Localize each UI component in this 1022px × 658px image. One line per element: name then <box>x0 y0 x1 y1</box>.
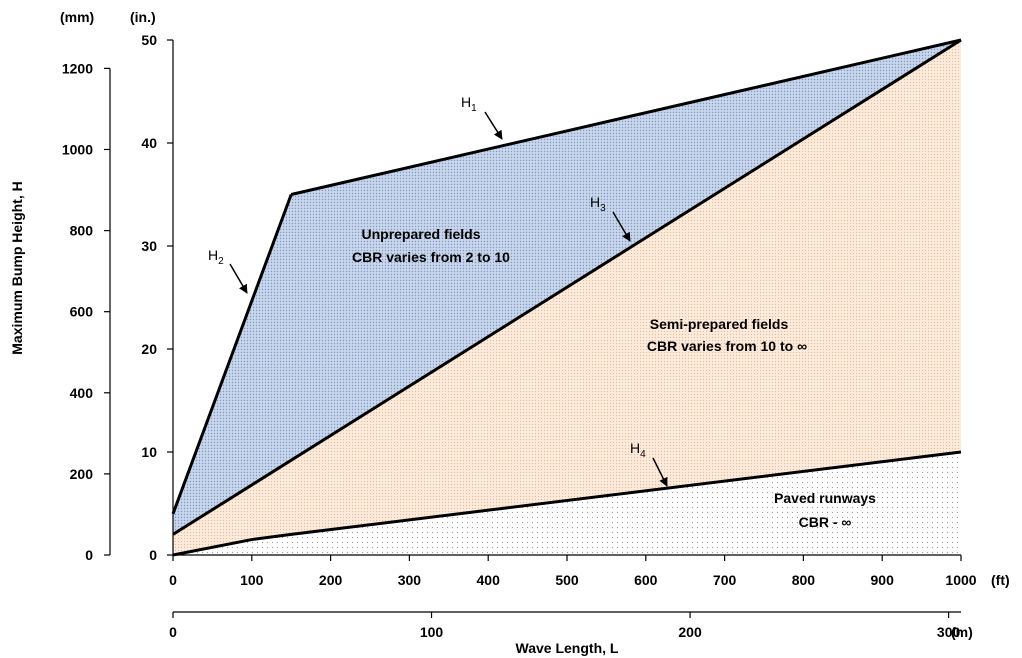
series-label-h3: H3 <box>590 194 606 214</box>
series-label-h4: H4 <box>630 440 646 460</box>
x-tick-label-m: 0 <box>169 624 177 640</box>
x-unit-ft: (ft) <box>991 572 1010 588</box>
x-tick-label-ft: 500 <box>555 572 579 588</box>
x-tick-label-ft: 700 <box>713 572 737 588</box>
x-tick-label-ft: 100 <box>240 572 264 588</box>
x-tick-label-m: 200 <box>678 624 702 640</box>
y-tick-label-in: 50 <box>141 32 157 48</box>
x-tick-label-m: 100 <box>420 624 444 640</box>
y-tick-label-in: 10 <box>141 444 157 460</box>
y-tick-label-mm: 200 <box>70 466 94 482</box>
region-label-unprepared-1: Unprepared fields <box>361 226 480 242</box>
arrow-h4 <box>652 457 668 487</box>
x-tick-label-m: 300 <box>937 624 961 640</box>
series-line-h2 <box>171 193 293 515</box>
y-axis-label: Maximum Bump Height, H <box>9 181 25 354</box>
region-label-paved-2: CBR - ∞ <box>799 514 852 530</box>
region-label-paved-1: Paved runways <box>774 490 876 506</box>
region-label-semi-2: CBR varies from 10 to ∞ <box>647 338 807 354</box>
y-tick-label-mm: 1200 <box>62 60 93 76</box>
y-tick-label-in: 30 <box>141 238 157 254</box>
series-label-h2: H2 <box>208 247 224 267</box>
x-axis-label: Wave Length, L <box>516 640 619 656</box>
y-tick-label-mm: 1000 <box>62 141 93 157</box>
x-tick-label-ft: 200 <box>319 572 343 588</box>
series-line-h4 <box>172 450 962 557</box>
y-tick-label-in: 40 <box>141 135 157 151</box>
x-tick-label-ft: 900 <box>871 572 895 588</box>
y-tick-label-mm: 400 <box>70 385 94 401</box>
x-tick-label-ft: 0 <box>169 572 177 588</box>
x-tick-label-ft: 400 <box>477 572 501 588</box>
arrow-h2 <box>229 263 248 294</box>
arrow-h3 <box>612 211 631 242</box>
x-tick-label-ft: 600 <box>634 572 658 588</box>
y-tick-label-mm: 600 <box>70 304 94 320</box>
x-tick-label-ft: 1000 <box>945 572 976 588</box>
svg-text:H4: H4 <box>630 440 646 460</box>
series-label-h1: H1 <box>461 94 477 114</box>
x-unit-m: (m) <box>951 624 973 640</box>
arrow-h1 <box>484 111 503 140</box>
x-tick-label-ft: 800 <box>792 572 816 588</box>
svg-text:H1: H1 <box>461 94 477 114</box>
x-tick-label-ft: 300 <box>398 572 422 588</box>
y-tick-label-in: 0 <box>149 547 157 563</box>
region-label-unprepared-2: CBR varies from 2 to 10 <box>352 249 510 265</box>
y-unit-in: (in.) <box>130 9 156 25</box>
region-semi-prepared <box>173 40 961 555</box>
y-unit-mm: (mm) <box>60 9 94 25</box>
series-line-h1 <box>290 38 962 196</box>
region-label-semi-1: Semi-prepared fields <box>650 316 789 332</box>
svg-text:H3: H3 <box>590 194 606 214</box>
y-tick-label-in: 20 <box>141 341 157 357</box>
y-tick-label-mm: 0 <box>85 547 93 563</box>
series-line-h3 <box>172 38 962 536</box>
region-paved <box>173 452 961 555</box>
svg-text:H2: H2 <box>208 247 224 267</box>
y-tick-label-mm: 800 <box>70 223 94 239</box>
